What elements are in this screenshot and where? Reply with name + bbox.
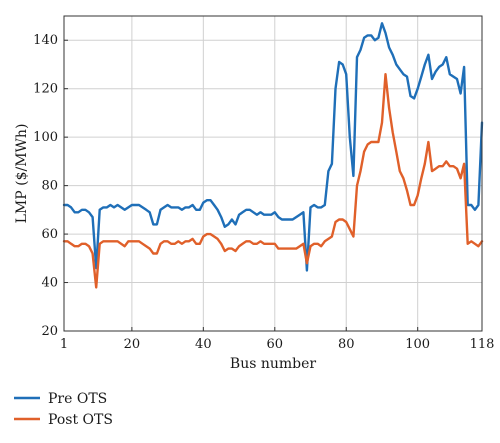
x-tick-label: 80 — [338, 337, 355, 352]
legend-label-pre-ots: Pre OTS — [48, 391, 107, 407]
series-lines — [62, 22, 484, 289]
x-tick-label: 20 — [124, 337, 141, 352]
legend: Pre OTS Post OTS — [14, 391, 113, 428]
plot-border — [63, 15, 483, 332]
x-axis-label: Bus number — [230, 356, 316, 372]
y-tick-label: 80 — [41, 179, 58, 194]
grid-lines — [64, 16, 482, 331]
x-tick-label: 60 — [267, 337, 284, 352]
x-tick-label: 40 — [195, 337, 212, 352]
legend-label-post-ots: Post OTS — [48, 412, 113, 428]
series-line-pre-ots — [62, 22, 484, 272]
y-tick-label: 40 — [41, 276, 58, 291]
y-tick-label: 140 — [33, 33, 58, 48]
series-line-post-ots — [62, 72, 484, 289]
plot-area — [64, 16, 482, 331]
x-tick-label: 100 — [405, 337, 430, 352]
y-axis-label: LMP ($/MWh) — [14, 124, 30, 224]
y-tick-label: 100 — [33, 130, 58, 145]
y-tick-label: 20 — [41, 324, 58, 339]
x-tick-label: 118 — [470, 337, 495, 352]
y-tick-label: 60 — [41, 227, 58, 242]
y-tick-label: 120 — [33, 82, 58, 97]
plot-frame — [63, 15, 483, 332]
x-tick-label: 1 — [60, 337, 68, 352]
